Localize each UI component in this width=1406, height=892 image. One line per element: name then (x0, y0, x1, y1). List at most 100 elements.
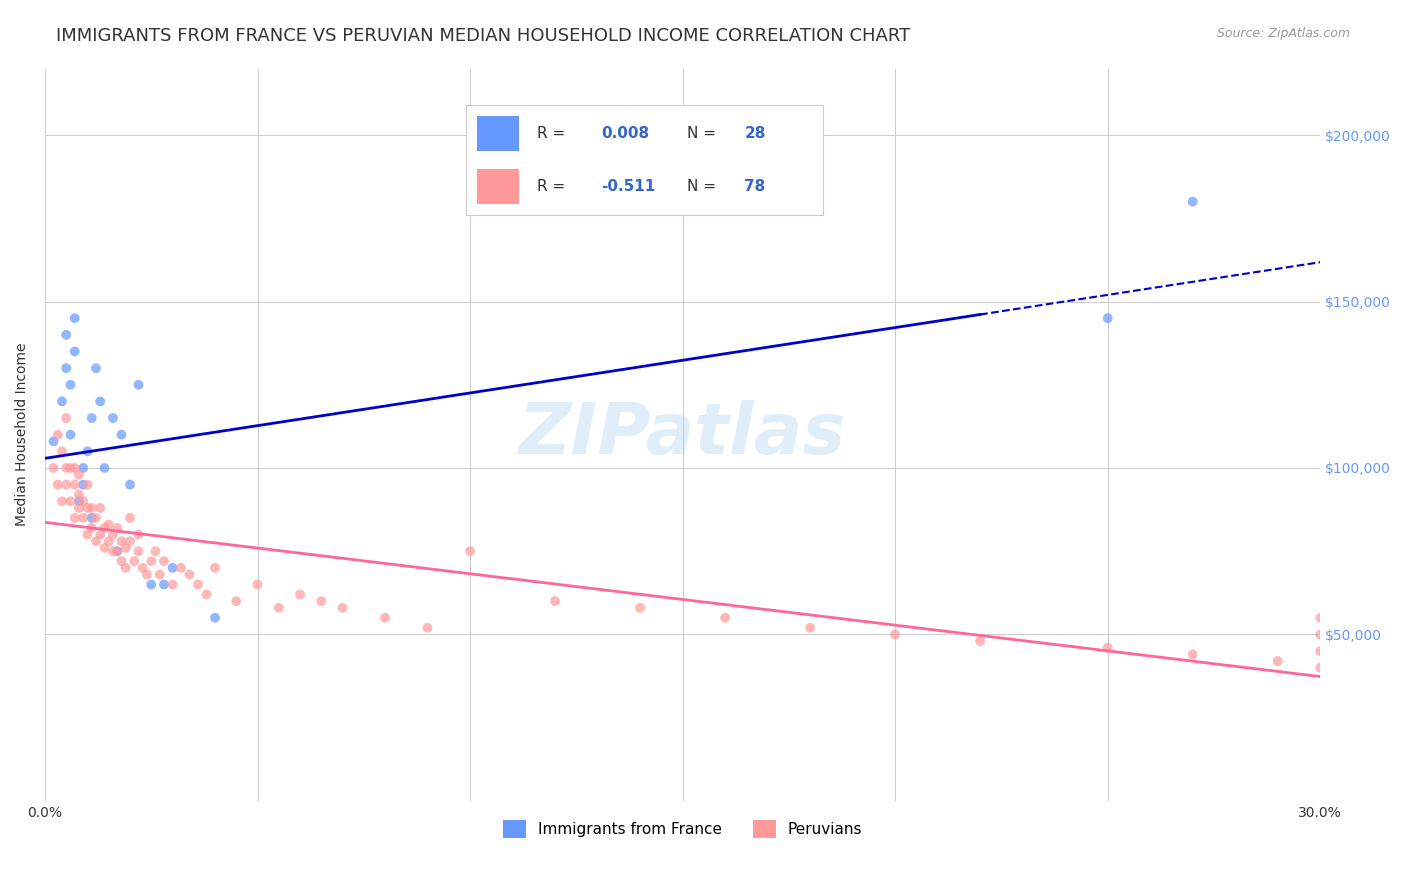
Point (544, 594, 567, 608)
Point (67, 494, 90, 508)
Point (101, 527, 124, 541)
Point (55, 361, 77, 376)
Point (110, 554, 132, 568)
Point (114, 541, 136, 555)
Point (59, 377, 82, 392)
Point (204, 611, 226, 625)
Point (128, 527, 150, 541)
Legend: Immigrants from France, Peruvians: Immigrants from France, Peruvians (496, 814, 869, 845)
Point (72, 477, 94, 491)
Point (128, 377, 150, 392)
Point (374, 611, 396, 625)
Point (332, 600, 354, 615)
Point (628, 600, 651, 615)
Point (267, 600, 290, 615)
Point (311, 594, 333, 608)
Point (72, 461, 94, 475)
Point (84, 534, 107, 549)
Point (51, 494, 73, 508)
Point (101, 411, 124, 425)
Text: ZIPatlas: ZIPatlas (519, 401, 846, 469)
Point (101, 544, 124, 558)
Point (1097, 640, 1119, 655)
Point (141, 554, 163, 568)
Point (141, 577, 163, 591)
Point (128, 544, 150, 558)
Point (97, 517, 120, 532)
Point (89, 394, 111, 409)
Point (105, 544, 128, 558)
Point (55, 327, 77, 342)
Point (76, 500, 98, 515)
Point (799, 621, 821, 635)
Point (72, 494, 94, 508)
Point (145, 544, 167, 558)
Point (89, 527, 111, 541)
Point (59, 494, 82, 508)
Point (80, 411, 103, 425)
Point (76, 527, 98, 541)
Point (714, 611, 737, 625)
Point (67, 488, 90, 502)
Point (170, 561, 193, 575)
Point (149, 567, 172, 582)
Point (458, 544, 481, 558)
Point (225, 594, 247, 608)
Point (80, 500, 103, 515)
Point (110, 534, 132, 549)
Point (42, 461, 65, 475)
Point (93, 541, 115, 555)
Point (136, 567, 159, 582)
Point (969, 634, 991, 648)
Point (118, 511, 141, 525)
Point (110, 427, 132, 442)
Point (59, 461, 82, 475)
Point (153, 554, 176, 568)
Point (1267, 654, 1289, 668)
Point (93, 521, 115, 535)
Point (122, 554, 145, 568)
Point (105, 544, 128, 558)
Point (105, 521, 128, 535)
Point (132, 561, 155, 575)
Point (195, 587, 218, 601)
Point (97, 534, 120, 549)
Point (114, 561, 136, 575)
Point (1181, 194, 1204, 209)
Point (63, 344, 86, 359)
Point (63, 477, 86, 491)
Point (1309, 627, 1331, 641)
Y-axis label: Median Household Income: Median Household Income (15, 343, 30, 526)
Point (51, 394, 73, 409)
Point (288, 587, 311, 601)
Point (89, 500, 111, 515)
Point (246, 577, 269, 591)
Text: Source: ZipAtlas.com: Source: ZipAtlas.com (1216, 27, 1350, 40)
Point (84, 511, 107, 525)
Point (42, 434, 65, 449)
Point (67, 500, 90, 515)
Point (59, 427, 82, 442)
Point (162, 577, 184, 591)
Point (76, 477, 98, 491)
Point (63, 461, 86, 475)
Point (46, 477, 69, 491)
Point (884, 627, 907, 641)
Point (416, 621, 439, 635)
Point (1309, 644, 1331, 658)
Point (118, 534, 141, 549)
Point (76, 444, 98, 458)
Point (63, 311, 86, 326)
Point (1309, 611, 1331, 625)
Point (1309, 661, 1331, 675)
Point (179, 567, 201, 582)
Point (46, 427, 69, 442)
Point (55, 411, 77, 425)
Point (118, 477, 141, 491)
Point (63, 511, 86, 525)
Point (55, 477, 77, 491)
Point (1181, 648, 1204, 662)
Point (51, 444, 73, 458)
Point (153, 577, 176, 591)
Point (93, 461, 115, 475)
